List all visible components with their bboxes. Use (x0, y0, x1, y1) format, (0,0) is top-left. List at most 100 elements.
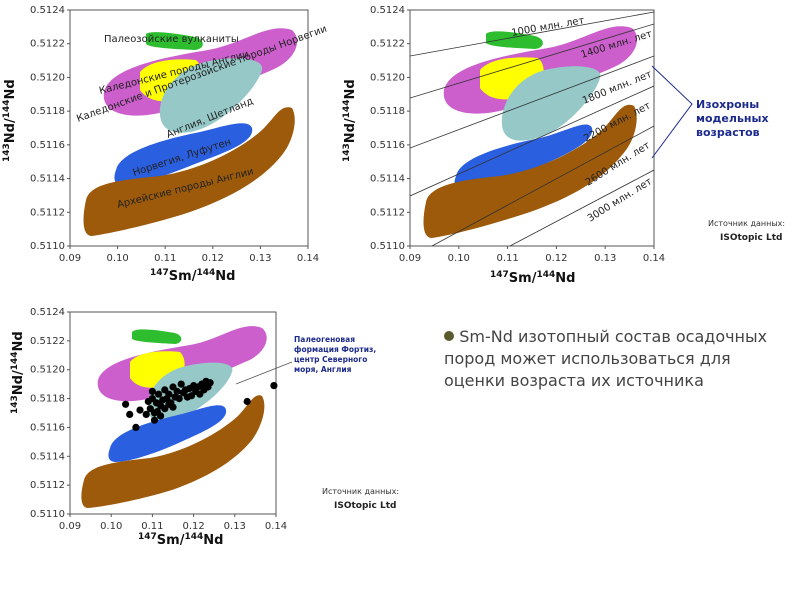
x-tick-label: 0.13 (594, 253, 616, 264)
y-tick-label: 0.5110 (30, 241, 65, 252)
y-axis-label-a: 143Nd/144Nd (2, 79, 18, 162)
source-label: Источник данных: (708, 219, 785, 228)
callout-line-2: модельных (696, 112, 769, 125)
x-tick-label: 0.10 (448, 253, 470, 264)
data-points (122, 377, 278, 431)
series-callout-line-2: формация Фортиз, (294, 345, 376, 354)
y-axis-label-b: 143Nd/144Nd (342, 79, 358, 162)
y-tick-label: 0.5118 (370, 106, 405, 117)
label-paleozoic-volcanics: Палеозойские вулканиты (104, 34, 239, 45)
region-brown (423, 104, 637, 238)
data-point (169, 403, 177, 411)
chart-panel-c: 0.09 0.10 0.11 0.12 0.13 0.14 0.5110 0.5112 0.51… (10, 307, 399, 548)
data-point (126, 410, 134, 418)
isochron-1800 (410, 55, 654, 149)
series-callout-line-3: центр Северного (294, 355, 367, 364)
data-point (148, 387, 156, 395)
ticks-c: 0.09 0.10 0.11 0.12 0.13 0.14 0.5110 0.5112 0.51… (30, 307, 287, 532)
series-callout-line (235, 361, 293, 385)
source-name: ISOtopic Ltd (334, 501, 396, 511)
data-point (153, 408, 161, 416)
x-tick-label: 0.14 (643, 253, 665, 264)
x-tick-label: 0.14 (297, 253, 319, 264)
y-tick-label: 0.5114 (30, 451, 65, 462)
x-tick-label: 0.09 (59, 521, 81, 532)
x-axis-label-b: 147Sm/144Nd (490, 270, 575, 286)
bullet-icon (444, 331, 454, 341)
data-point (165, 390, 173, 398)
region-teal (501, 66, 601, 141)
x-tick-label: 0.09 (59, 253, 81, 264)
x-tick-label: 0.11 (141, 521, 163, 532)
y-tick-label: 0.5124 (30, 5, 65, 16)
region-blue (114, 123, 253, 186)
x-tick-label: 0.13 (224, 521, 246, 532)
series-callout-line-4: моря, Англия (294, 365, 352, 374)
region-green (146, 32, 203, 50)
region-blue (108, 405, 227, 462)
bullet-text: Sm-Nd изотопный состав осадочных пород м… (444, 326, 794, 392)
ticks-b: 0.09 0.10 0.11 0.12 0.13 0.14 0.5110 0.5112 0.51… (370, 5, 665, 264)
isochron-2200 (410, 85, 654, 197)
data-point (132, 423, 140, 431)
x-tick-label: 0.14 (265, 521, 287, 532)
y-tick-label: 0.5112 (30, 480, 65, 491)
y-tick-label: 0.5112 (30, 207, 65, 218)
y-tick-label: 0.5118 (30, 106, 65, 117)
data-point (173, 387, 181, 395)
x-tick-label: 0.11 (154, 253, 176, 264)
region-blue (454, 124, 593, 190)
x-tick-label: 0.12 (202, 253, 224, 264)
x-axis-label-a: 147Sm/144Nd (150, 268, 235, 284)
isochron-1400 (410, 23, 654, 99)
y-tick-label: 0.5122 (370, 39, 405, 50)
data-point (150, 416, 159, 424)
y-tick-label: 0.5120 (370, 72, 405, 83)
region-brown (81, 395, 265, 508)
y-tick-label: 0.5120 (30, 365, 65, 376)
x-tick-label: 0.13 (249, 253, 271, 264)
y-tick-label: 0.5120 (30, 72, 65, 83)
source-name: ISOtopic Ltd (720, 233, 782, 243)
plot-frame (69, 311, 277, 515)
y-axis-label-c: 143Nd/144Nd (10, 331, 26, 414)
callout-line-3: возрастов (696, 126, 760, 139)
data-point (177, 380, 185, 388)
region-green (132, 329, 182, 344)
callout-line-1: Изохроны (696, 98, 759, 111)
x-tick-label: 0.10 (100, 521, 122, 532)
region-green (486, 31, 543, 49)
data-point (206, 379, 214, 387)
y-tick-label: 0.5124 (370, 5, 405, 16)
y-tick-label: 0.5122 (30, 39, 65, 50)
y-tick-label: 0.5110 (370, 241, 405, 252)
data-point (175, 395, 183, 403)
data-point (270, 382, 278, 390)
chart-panel-a: Палеозойские вулканиты Каледонские пород… (2, 5, 329, 284)
x-tick-label: 0.11 (496, 253, 518, 264)
y-tick-label: 0.5116 (30, 140, 65, 151)
plot-frame (69, 9, 309, 247)
region-teal (159, 58, 263, 133)
x-tick-label: 0.12 (545, 253, 567, 264)
isochron-2600 (431, 125, 654, 246)
source-label: Источник данных: (322, 487, 399, 496)
y-tick-label: 0.5118 (30, 394, 65, 405)
y-tick-label: 0.5116 (30, 422, 65, 433)
bullet-text-value: Sm-Nd изотопный состав осадочных пород м… (444, 327, 768, 390)
chart-panel-b: 1000 млн. лет 1400 млн. лет 1800 млн. ле… (342, 5, 785, 286)
x-tick-label: 0.10 (106, 253, 128, 264)
x-axis-label-c: 147Sm/144Nd (138, 532, 223, 548)
data-point (155, 390, 163, 398)
series-callout-line-1: Палеогеновая (294, 335, 355, 344)
plot-frame (409, 9, 655, 247)
isochron-label-1000: 1000 млн. лет (511, 15, 586, 39)
region-brown (83, 107, 295, 236)
x-tick-label: 0.09 (399, 253, 421, 264)
y-tick-label: 0.5110 (30, 509, 65, 520)
data-point (136, 406, 144, 414)
y-tick-label: 0.5122 (30, 336, 65, 347)
y-tick-label: 0.5114 (370, 174, 405, 185)
y-tick-label: 0.5112 (370, 207, 405, 218)
